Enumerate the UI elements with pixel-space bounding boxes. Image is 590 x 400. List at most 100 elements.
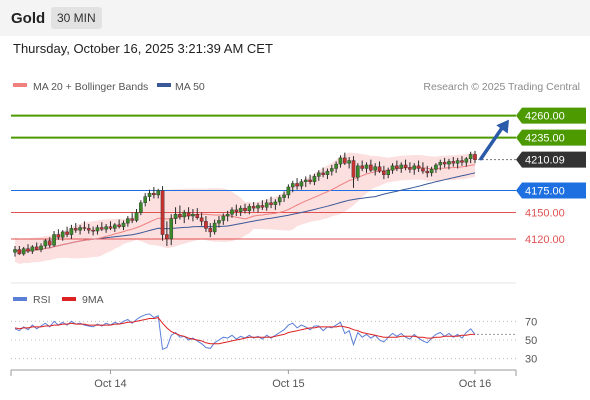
candle-3 <box>26 244 30 254</box>
candle-body <box>303 179 308 182</box>
candle-body <box>308 179 312 182</box>
rsi-lines <box>14 313 516 351</box>
candle-body <box>39 245 43 250</box>
candle-body <box>130 218 134 221</box>
candle-body <box>104 226 108 230</box>
candle-69 <box>312 173 317 186</box>
candle-body <box>312 176 317 182</box>
resistance-label-1: 4235.00 <box>525 133 565 145</box>
candle-84 <box>377 161 382 173</box>
candle-76 <box>343 152 347 165</box>
candle-body <box>269 202 273 205</box>
candle-10 <box>56 229 61 240</box>
candles <box>13 150 477 257</box>
candle-106 <box>473 150 477 164</box>
candle-body <box>17 249 22 255</box>
resistance-label-box-1 <box>516 129 586 146</box>
candle-body <box>356 165 360 178</box>
candle-30 <box>143 193 147 207</box>
candle-body <box>221 215 226 221</box>
candle-11 <box>60 230 65 241</box>
candle-96 <box>429 166 434 177</box>
candle-body <box>182 212 187 218</box>
candle-17 <box>86 223 91 234</box>
candle-body <box>464 158 469 163</box>
level-labels: 4260.00 4235.00 4210.09 4175.00 4150.00 4120.… <box>516 107 586 246</box>
candle-body <box>273 201 278 205</box>
candle-body <box>117 224 121 227</box>
candle-body <box>69 228 74 235</box>
candle-77 <box>347 157 351 169</box>
support-label-4: 4150.00 <box>525 208 565 220</box>
candle-body <box>338 157 343 165</box>
candle-95 <box>425 165 430 178</box>
candle-26 <box>126 216 130 227</box>
candle-23 <box>113 223 117 232</box>
candle-body <box>412 165 417 170</box>
candle-58 <box>264 199 269 211</box>
candle-87 <box>390 163 395 174</box>
candle-body <box>325 170 330 175</box>
candle-body <box>473 154 477 160</box>
candle-79 <box>356 163 360 181</box>
candle-27 <box>130 212 134 224</box>
candle-body <box>13 249 17 253</box>
candle-29 <box>139 200 143 216</box>
candle-18 <box>91 226 95 236</box>
candle-body <box>191 214 195 217</box>
candle-105 <box>468 151 473 164</box>
candle-body <box>217 220 221 224</box>
support-label-5: 4120.00 <box>525 234 565 246</box>
candle-45 <box>208 223 213 238</box>
candle-80 <box>360 160 364 172</box>
candle-body <box>225 214 230 217</box>
candle-5 <box>34 242 39 251</box>
rsi-tick-label-30: 30 <box>525 354 537 366</box>
candle-body <box>56 234 61 238</box>
candle-body <box>460 160 464 163</box>
candle-body <box>204 221 208 229</box>
candle-body <box>60 231 65 238</box>
candle-body <box>351 160 356 178</box>
candle-24 <box>117 219 121 229</box>
rsi-line <box>14 313 476 351</box>
candle-body <box>408 167 412 170</box>
candle-20 <box>99 222 104 232</box>
candle-body <box>30 246 35 252</box>
candle-46 <box>212 219 217 235</box>
candle-34 <box>160 186 165 241</box>
candle-body <box>286 186 291 196</box>
candle-2 <box>21 246 26 256</box>
candle-body <box>65 231 69 235</box>
candle-63 <box>286 184 291 199</box>
candle-41 <box>191 209 195 222</box>
candle-74 <box>334 161 338 173</box>
resistance-label-box-0 <box>516 107 586 124</box>
candle-37 <box>173 207 178 224</box>
candle-19 <box>95 224 100 235</box>
rsi-tick-label-70: 70 <box>525 316 537 328</box>
candle-body <box>343 157 347 164</box>
candle-33 <box>156 188 161 199</box>
candle-88 <box>395 160 399 172</box>
chart-header: Gold 30 MIN <box>0 0 590 36</box>
projection-arrow <box>479 119 509 161</box>
candle-71 <box>321 167 325 178</box>
candle-68 <box>308 174 312 185</box>
candle-body <box>386 170 391 175</box>
candle-body <box>113 224 117 229</box>
candle-65 <box>295 178 299 190</box>
x-tick-label-2: Oct 16 <box>459 378 491 390</box>
candle-8 <box>47 237 52 248</box>
candle-body <box>238 207 243 212</box>
candle-70 <box>316 170 321 181</box>
interval-button[interactable]: 30 MIN <box>51 7 102 29</box>
candle-59 <box>269 196 273 209</box>
candle-body <box>186 212 191 217</box>
current-label-box-2 <box>516 151 586 168</box>
candle-body <box>169 218 174 240</box>
legend-rsi-swatch <box>13 297 27 301</box>
candle-75 <box>338 155 343 168</box>
candle-60 <box>273 199 278 210</box>
